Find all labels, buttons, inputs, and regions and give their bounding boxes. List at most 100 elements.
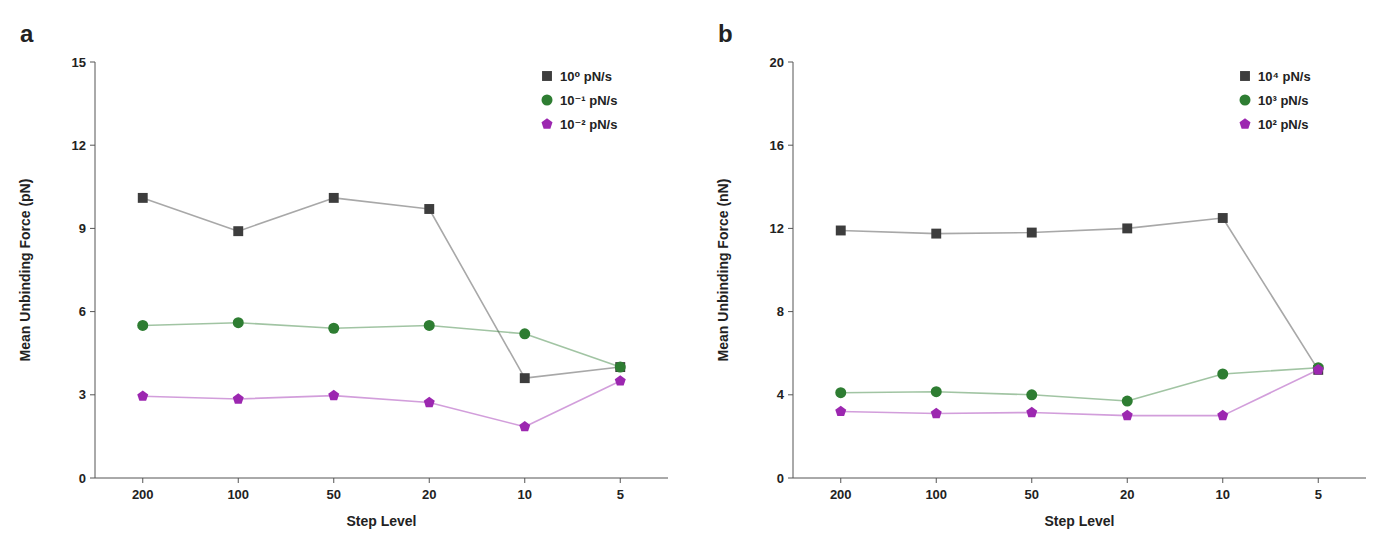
legend-label: 10³ pN/s <box>1258 93 1309 108</box>
panel-title: b <box>718 20 733 47</box>
panel: 036912152001005020105Step LevelMean Unbi… <box>17 20 668 529</box>
series-line <box>841 368 1319 401</box>
series-line <box>143 381 621 427</box>
x-axis-title: Step Level <box>1044 513 1114 529</box>
data-point <box>137 390 148 400</box>
data-point <box>835 406 846 416</box>
legend: 10⁰ pN/s 10⁻¹ pN/s 10⁻² pN/s <box>542 69 618 132</box>
legend-label: 10⁻¹ pN/s <box>560 93 617 108</box>
y-tick-label: 20 <box>770 55 784 70</box>
y-tick-label: 0 <box>777 471 784 486</box>
series-line <box>841 370 1319 416</box>
data-point <box>424 204 434 214</box>
y-tick <box>788 478 793 479</box>
data-point <box>1027 228 1037 238</box>
data-point <box>615 362 625 372</box>
y-tick <box>90 62 95 63</box>
background <box>0 0 1396 559</box>
data-point <box>137 320 148 331</box>
y-axis-title: Mean Unbinding Force (nN) <box>715 179 731 362</box>
data-point <box>1122 410 1133 420</box>
legend-marker <box>1240 71 1250 81</box>
series-line <box>841 218 1319 370</box>
legend-marker <box>542 118 553 128</box>
data-point <box>233 226 243 236</box>
figure: 036912152001005020105Step LevelMean Unbi… <box>0 0 1396 559</box>
data-point <box>615 362 626 373</box>
legend-marker <box>542 95 553 106</box>
x-axis-line <box>793 478 1366 479</box>
x-tick-label: 100 <box>925 487 947 502</box>
x-tick-label: 50 <box>1025 487 1039 502</box>
y-tick <box>788 228 793 229</box>
x-axis-line <box>95 478 668 479</box>
data-point <box>1122 223 1132 233</box>
legend-label: 10⁻² pN/s <box>560 117 617 132</box>
y-axis-title: Mean Unbinding Force (pN) <box>17 179 33 362</box>
data-point <box>520 373 530 383</box>
x-tick-label: 20 <box>1120 487 1134 502</box>
data-point <box>424 320 435 331</box>
y-axis-line <box>793 62 794 478</box>
y-tick <box>788 311 793 312</box>
y-tick <box>90 478 95 479</box>
x-tick <box>1222 478 1223 483</box>
data-point <box>1026 389 1037 400</box>
x-tick <box>840 478 841 483</box>
x-tick-label: 20 <box>422 487 436 502</box>
legend-marker <box>1240 118 1251 128</box>
data-point <box>1217 410 1228 420</box>
data-point <box>836 226 846 236</box>
y-tick-label: 8 <box>777 304 784 319</box>
data-point <box>328 390 339 400</box>
y-tick <box>90 311 95 312</box>
data-point <box>424 397 435 407</box>
x-tick-label: 100 <box>227 487 249 502</box>
y-tick-label: 6 <box>79 304 86 319</box>
legend: 10⁴ pN/s 10³ pN/s 10² pN/s <box>1240 69 1311 132</box>
data-point <box>328 323 339 334</box>
plot-area <box>835 213 1324 420</box>
x-tick <box>1318 478 1319 483</box>
x-tick-label: 10 <box>1216 487 1230 502</box>
data-point <box>1026 407 1037 417</box>
y-tick <box>90 228 95 229</box>
data-point <box>138 193 148 203</box>
x-tick <box>238 478 239 483</box>
legend-label: 10⁴ pN/s <box>1258 69 1311 84</box>
x-tick <box>936 478 937 483</box>
legend-label: 10² pN/s <box>1258 117 1309 132</box>
data-point <box>835 387 846 398</box>
y-tick <box>788 62 793 63</box>
y-tick-label: 12 <box>72 138 86 153</box>
data-point <box>931 408 942 418</box>
x-tick <box>1031 478 1032 483</box>
page: {"chart_data": [ {"type": "line", "title… <box>0 0 1396 559</box>
y-tick-label: 15 <box>72 55 86 70</box>
x-tick <box>429 478 430 483</box>
data-point <box>931 386 942 397</box>
x-tick <box>620 478 621 483</box>
panel: 0481216202001005020105Step LevelMean Unb… <box>715 20 1366 529</box>
data-point <box>233 393 244 403</box>
data-point <box>233 317 244 328</box>
plot-area <box>137 193 626 431</box>
y-tick-label: 3 <box>79 387 86 402</box>
x-tick-label: 50 <box>327 487 341 502</box>
x-tick <box>1127 478 1128 483</box>
data-point <box>931 229 941 239</box>
y-tick <box>788 394 793 395</box>
legend-marker <box>1240 95 1251 106</box>
data-point <box>329 193 339 203</box>
y-tick <box>90 145 95 146</box>
x-tick-label: 10 <box>518 487 532 502</box>
y-tick <box>90 394 95 395</box>
y-tick-label: 12 <box>770 221 784 236</box>
legend-label: 10⁰ pN/s <box>560 69 612 84</box>
y-tick-label: 4 <box>777 387 785 402</box>
data-point <box>1217 369 1228 380</box>
y-tick-label: 0 <box>79 471 86 486</box>
x-tick-label: 200 <box>132 487 154 502</box>
data-point <box>1218 213 1228 223</box>
y-tick-label: 16 <box>770 138 784 153</box>
